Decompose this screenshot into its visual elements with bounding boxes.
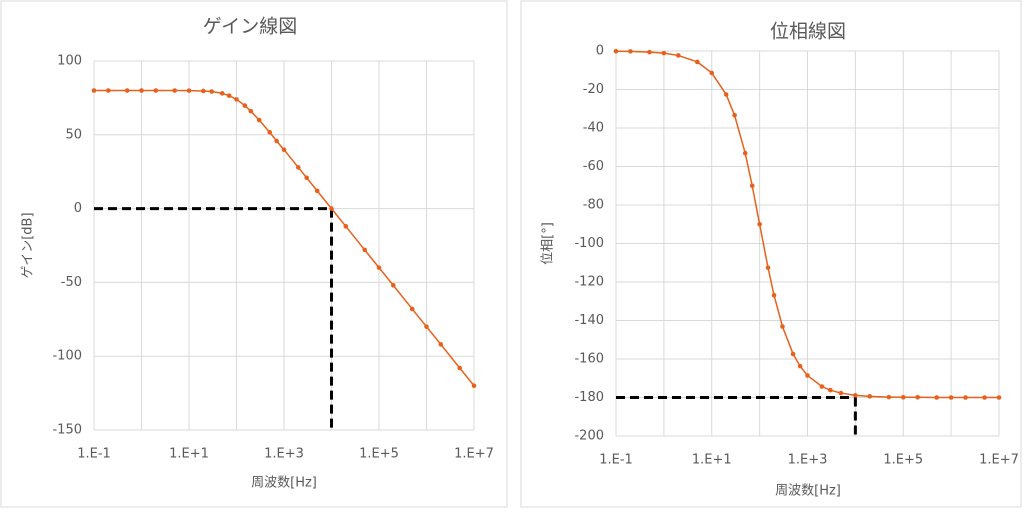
x-tick-label: 1.E+5: [883, 453, 923, 468]
x-tick-label: 1.E-1: [599, 453, 633, 468]
data-point: [915, 395, 920, 400]
data-point: [248, 108, 254, 114]
data-point: [749, 183, 755, 189]
data-point: [200, 88, 206, 94]
data-point: [886, 394, 892, 400]
data-point: [256, 117, 262, 123]
data-point: [153, 88, 159, 93]
y-tick-label: -50: [61, 275, 82, 290]
data-point: [797, 363, 803, 369]
panel: [0, 0, 508, 508]
data-point: [709, 70, 715, 76]
data-point: [242, 103, 248, 108]
data-point: [329, 206, 334, 211]
data-point: [934, 395, 940, 400]
data-point: [186, 88, 192, 93]
x-axis-label: 周波数[Hz]: [775, 484, 841, 499]
y-tick-label: -60: [583, 159, 604, 174]
chart-title: 位相線図: [770, 21, 846, 43]
data-point: [732, 112, 737, 118]
data-point: [867, 394, 873, 399]
data-point: [281, 147, 287, 153]
x-tick-label: 1.E-1: [77, 447, 111, 462]
data-point: [471, 383, 477, 389]
data-point: [274, 138, 279, 144]
data-point: [963, 395, 968, 400]
x-tick-label: 1.E+7: [454, 447, 494, 462]
y-tick-label: -140: [574, 313, 604, 328]
data-point: [628, 49, 633, 54]
y-tick-label: -150: [52, 423, 82, 438]
data-point: [172, 88, 178, 93]
data-point: [226, 93, 232, 98]
x-axis-label: 周波数[Hz]: [251, 476, 317, 491]
data-point: [647, 49, 652, 55]
data-point: [948, 395, 954, 400]
data-point: [295, 165, 301, 170]
data-point: [613, 48, 619, 54]
data-point: [675, 53, 681, 58]
data-point: [457, 365, 463, 371]
data-point: [424, 324, 429, 329]
data-point: [409, 306, 415, 312]
data-point: [790, 351, 796, 357]
y-tick-label: -100: [574, 236, 604, 251]
data-point: [661, 50, 667, 56]
data-point: [390, 283, 396, 288]
y-tick-label: -180: [574, 390, 604, 405]
y-tick-label: 100: [57, 54, 82, 69]
x-tick-label: 1.E+3: [788, 453, 828, 468]
data-point: [314, 188, 320, 194]
y-tick-label: -40: [583, 121, 604, 136]
data-point: [91, 88, 97, 93]
y-axis-label: ゲイン[dB]: [21, 212, 36, 278]
x-tick-label: 1.E+1: [692, 453, 732, 468]
data-point: [438, 342, 444, 347]
data-point: [343, 224, 349, 229]
data-point: [695, 59, 700, 65]
y-tick-label: -80: [583, 198, 604, 213]
x-tick-label: 1.E+1: [169, 447, 209, 462]
y-tick-label: -20: [583, 82, 604, 97]
data-point: [124, 88, 130, 93]
y-tick-label: -200: [574, 429, 604, 444]
y-tick-label: 0: [74, 201, 82, 216]
data-point: [757, 221, 762, 227]
data-point: [982, 395, 987, 400]
data-point: [900, 395, 906, 400]
data-point: [742, 150, 748, 156]
data-point: [765, 265, 771, 271]
y-tick-label: -100: [52, 349, 82, 364]
chart-title: ゲイン線図: [203, 16, 298, 38]
data-point: [838, 390, 844, 396]
y-tick-label: -120: [574, 275, 604, 290]
data-point: [376, 265, 382, 270]
data-point: [805, 373, 810, 378]
data-point: [723, 92, 729, 97]
data-point: [209, 89, 214, 94]
y-tick-label: -160: [574, 352, 604, 367]
data-point: [267, 129, 273, 135]
data-point: [771, 292, 777, 298]
data-point: [234, 97, 239, 102]
x-tick-label: 1.E+3: [264, 447, 304, 462]
data-point: [362, 247, 368, 253]
data-point: [780, 324, 785, 329]
data-point: [304, 175, 309, 181]
data-point: [853, 393, 858, 398]
y-tick-label: 0: [596, 44, 604, 59]
data-point: [219, 91, 225, 96]
y-tick-label: 50: [65, 127, 82, 142]
data-point: [139, 88, 144, 93]
data-point: [819, 384, 825, 389]
y-axis-label: 位相[°]: [541, 222, 556, 265]
data-point: [105, 88, 111, 93]
x-tick-label: 1.E+5: [359, 447, 399, 462]
panel: [520, 0, 1022, 508]
x-tick-label: 1.E+7: [979, 453, 1019, 468]
data-point: [996, 395, 1002, 400]
data-point: [828, 387, 833, 393]
